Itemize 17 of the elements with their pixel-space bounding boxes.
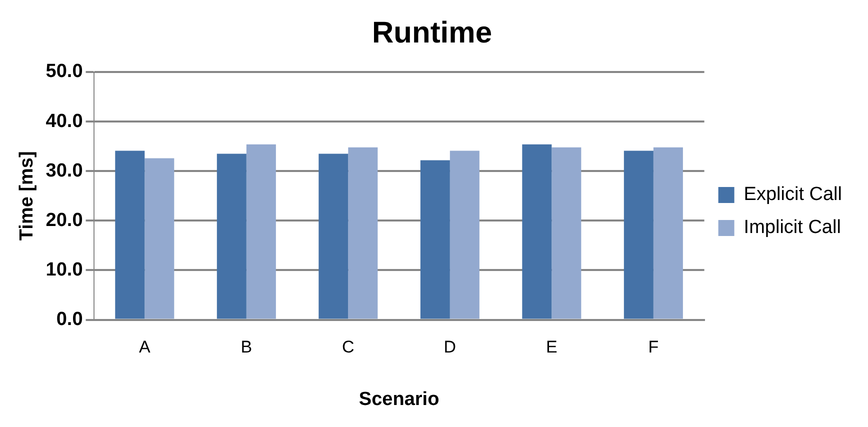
- x-tick-label: D: [444, 338, 456, 357]
- x-tick-label: A: [138, 338, 151, 357]
- y-tick-label: 0.0: [56, 309, 83, 330]
- chart-title: Runtime: [372, 16, 492, 50]
- x-tick-label: F: [648, 338, 659, 357]
- y-tick-label: 30.0: [46, 160, 83, 182]
- y-axis-title: Time [ms]: [16, 151, 38, 241]
- x-axis-title: Scenario: [358, 388, 440, 410]
- legend-label: Explicit Call: [744, 184, 842, 206]
- y-tick-label: 50.0: [46, 61, 83, 82]
- legend-label: Implicit Call: [744, 217, 841, 238]
- x-tick-label: C: [342, 338, 354, 357]
- y-tick-label: 10.0: [46, 259, 83, 280]
- y-tick-label: 20.0: [46, 210, 83, 231]
- y-tick-label: 40.0: [46, 110, 83, 132]
- x-tick-label: B: [240, 338, 252, 357]
- x-tick-label: E: [546, 338, 558, 357]
